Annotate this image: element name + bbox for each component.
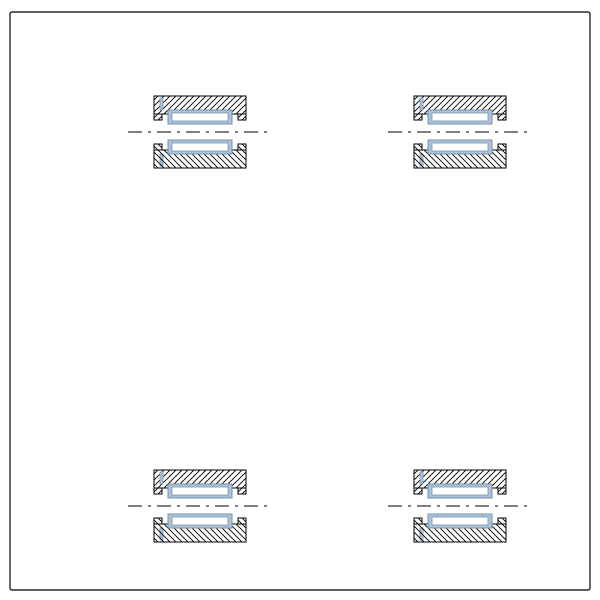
diagram-canvas bbox=[0, 0, 600, 600]
bearing-bottom-right bbox=[388, 470, 532, 542]
bearing-top-left bbox=[128, 96, 272, 168]
diagram-svg bbox=[0, 0, 600, 600]
bearing-bottom-left bbox=[128, 470, 272, 542]
bearing-top-right bbox=[388, 96, 532, 168]
